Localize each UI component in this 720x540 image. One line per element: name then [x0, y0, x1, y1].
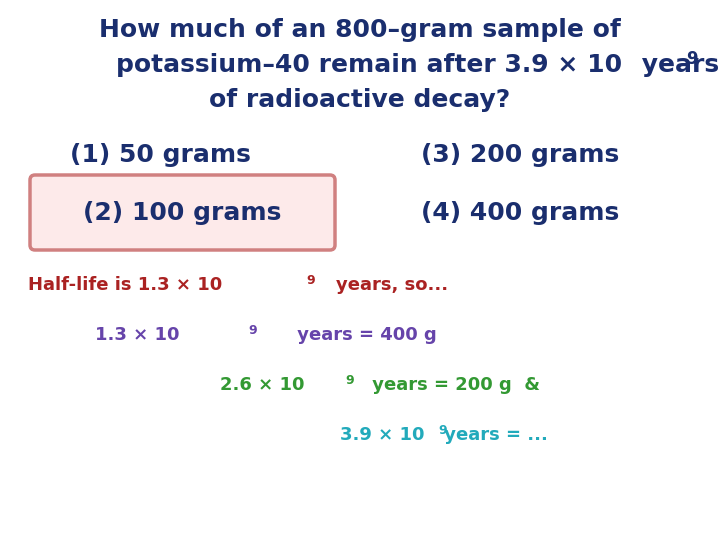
- Text: 9: 9: [248, 324, 257, 337]
- Text: (3) 200 grams: (3) 200 grams: [421, 143, 619, 167]
- Text: years, so...: years, so...: [336, 276, 448, 294]
- Text: potassium–40 remain after 3.9 × 10: potassium–40 remain after 3.9 × 10: [116, 53, 622, 77]
- Text: 2.6 × 10: 2.6 × 10: [220, 376, 305, 394]
- Text: (1) 50 grams: (1) 50 grams: [70, 143, 251, 167]
- Text: 9: 9: [306, 274, 315, 287]
- Text: 9: 9: [345, 374, 354, 387]
- FancyBboxPatch shape: [30, 175, 335, 250]
- Text: 9: 9: [686, 50, 698, 68]
- Text: (2) 100 grams: (2) 100 grams: [83, 201, 282, 225]
- Text: years = 400 g: years = 400 g: [291, 326, 436, 344]
- Text: 3.9 × 10: 3.9 × 10: [340, 426, 425, 444]
- Text: (4) 400 grams: (4) 400 grams: [421, 201, 619, 225]
- Text: years: years: [634, 53, 719, 77]
- Text: How much of an 800–gram sample of: How much of an 800–gram sample of: [99, 18, 621, 42]
- Text: 1.3 × 10: 1.3 × 10: [95, 326, 179, 344]
- Text: years = ...: years = ...: [438, 426, 548, 444]
- Text: 9: 9: [438, 424, 446, 437]
- Text: of radioactive decay?: of radioactive decay?: [210, 88, 510, 112]
- Text: Half-life is 1.3 × 10: Half-life is 1.3 × 10: [28, 276, 222, 294]
- Text: years = 200 g  &: years = 200 g &: [366, 376, 540, 394]
